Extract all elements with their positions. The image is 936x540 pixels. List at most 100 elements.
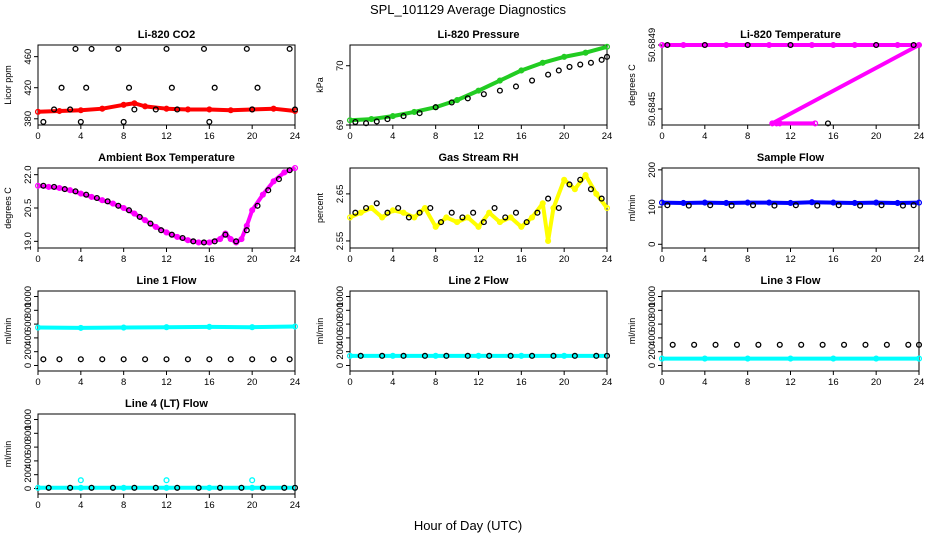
data-point [286, 167, 293, 174]
series-trace [37, 166, 296, 245]
data-point [51, 106, 58, 113]
data-point [443, 352, 450, 359]
data-point [454, 219, 461, 226]
data-point [281, 169, 288, 176]
data-point [368, 116, 375, 123]
y-tick-label: 600 [335, 316, 346, 332]
data-point [723, 41, 730, 49]
data-point [120, 324, 127, 331]
data-point [120, 118, 127, 125]
data-point [824, 120, 832, 127]
data-point [363, 204, 370, 212]
x-tick-label: 12 [161, 500, 172, 511]
data-point [291, 164, 299, 172]
x-tick-label: 0 [659, 377, 664, 388]
x-tick-label: 16 [204, 377, 215, 388]
data-point [400, 352, 407, 359]
data-point [561, 53, 568, 60]
y-tick-label: 50.6849 [647, 28, 658, 62]
data-point [227, 107, 234, 114]
x-tick-label: 24 [914, 131, 925, 142]
data-point [851, 41, 858, 49]
data-point [701, 41, 708, 49]
y-tick-label: 100 [647, 199, 658, 215]
x-tick-label: 16 [828, 377, 839, 388]
figure-title: SPL_101129 Average Diagnostics [370, 2, 567, 17]
data-point [405, 214, 412, 221]
data-point [243, 227, 250, 234]
series-average [34, 484, 299, 491]
data-point [577, 61, 584, 68]
data-point [168, 84, 175, 91]
panel-title: Sample Flow [757, 152, 825, 164]
data-point [528, 214, 536, 221]
data-point [528, 352, 536, 359]
series-observed [352, 53, 611, 127]
y-tick-label: 200 [335, 344, 346, 360]
data-point [680, 41, 687, 49]
data-point [152, 223, 159, 230]
y-tick-label: 2.55 [335, 232, 346, 251]
data-point [512, 209, 520, 216]
data-point [384, 209, 391, 216]
data-point [486, 352, 493, 359]
y-tick-label: 22.0 [23, 165, 34, 184]
panel-9: Line 3 Flow ml/min 0 4 8 12 16 20 24 0 20040060080… [627, 275, 924, 388]
data-point [545, 237, 552, 244]
data-point [680, 199, 687, 207]
data-point [77, 118, 84, 125]
x-tick-label: 8 [433, 377, 438, 388]
data-point [571, 186, 578, 193]
x-tick-label: 20 [871, 131, 882, 142]
data-point [249, 324, 256, 331]
data-point [448, 209, 455, 216]
data-point [598, 56, 605, 63]
data-point [411, 108, 418, 116]
data-point [373, 200, 380, 207]
data-point [475, 352, 482, 359]
x-tick-label: 8 [745, 377, 750, 388]
data-point [486, 209, 493, 216]
data-point [701, 355, 708, 362]
data-point [658, 355, 666, 362]
data-point [200, 45, 208, 52]
y-tick-label: 600 [23, 439, 34, 455]
data-point [131, 484, 138, 491]
data-point [227, 356, 234, 363]
data-point [523, 219, 530, 226]
data-point [163, 105, 170, 112]
x-tick-label: 0 [347, 254, 352, 265]
series-observed [45, 484, 299, 491]
data-point [862, 341, 869, 348]
data-point [379, 214, 386, 221]
data-point [470, 209, 477, 216]
panel-title: Line 4 (LT) Flow [125, 398, 208, 410]
data-point [830, 41, 837, 49]
data-point [88, 484, 95, 491]
x-tick-label: 4 [78, 500, 83, 511]
y-axis-label: degrees C [627, 64, 637, 106]
y-axis-label: Licor ppm [3, 65, 13, 105]
panel-title: Li-820 Pressure [438, 29, 520, 41]
panel-title: Line 3 Flow [761, 275, 821, 287]
data-point [669, 341, 676, 348]
data-point [603, 53, 611, 60]
data-point [582, 49, 589, 56]
data-point [152, 484, 159, 491]
y-tick-label: 200 [23, 344, 34, 360]
y-axis-label: ml/min [3, 441, 13, 468]
y-tick-label: 800 [335, 302, 346, 318]
data-point [200, 239, 208, 246]
data-point [389, 352, 396, 359]
data-point [120, 484, 127, 491]
y-tick-label: 69 [335, 120, 346, 131]
data-point [61, 186, 68, 193]
x-tick-label: 16 [204, 500, 215, 511]
data-point [744, 41, 751, 49]
y-tick-label: 0 [647, 363, 658, 368]
x-tick-label: 16 [516, 254, 527, 265]
x-tick-label: 20 [559, 377, 570, 388]
series-observed [40, 167, 293, 246]
data-point [346, 352, 354, 359]
data-point [254, 84, 261, 91]
